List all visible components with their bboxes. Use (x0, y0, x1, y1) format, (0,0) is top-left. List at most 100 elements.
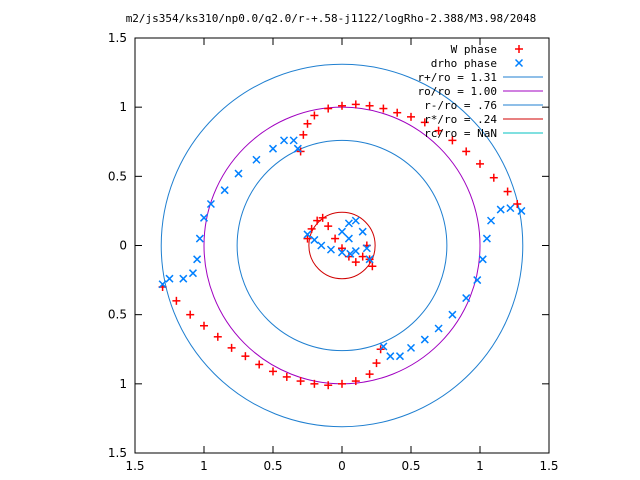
drho-phase-point (448, 310, 457, 319)
w-phase-point (365, 370, 374, 379)
drho-phase-point (462, 294, 471, 303)
drho-phase-point (406, 343, 416, 352)
drho-phase-point (386, 352, 395, 361)
w-phase-point (310, 379, 319, 388)
drho-phase-point (346, 249, 355, 258)
drho-phase-point (337, 227, 347, 236)
drho-phase-point (326, 245, 335, 254)
x-tick-label: 1.5 (125, 459, 144, 473)
w-phase-point (241, 352, 250, 361)
data-markers (158, 100, 526, 390)
w-phase-point (393, 108, 402, 117)
drho-phase-point (303, 230, 312, 239)
drho-phase-point (293, 144, 302, 153)
drho-phase-point (179, 274, 188, 283)
w-phase-point (407, 112, 415, 121)
w-phase-point (296, 377, 305, 386)
w-phase-point (462, 147, 471, 156)
w-phase-point (489, 173, 498, 182)
legend-label: rc/ro = NaN (424, 127, 497, 140)
w-phase-point (303, 234, 312, 243)
w-phase-point (372, 359, 381, 368)
chart-title: m2/js354/ks310/np0.0/q2.0/r-+.58-j1122/l… (126, 12, 537, 25)
drho-phase-point (165, 274, 174, 283)
drho-phase-point (506, 204, 515, 213)
legend-swatch (514, 58, 524, 68)
w-phase-point (368, 262, 377, 271)
w-phase-point (344, 252, 353, 261)
y-tick-label: 1.5 (108, 31, 127, 45)
circle-r-ro-24 (308, 211, 376, 280)
w-phase-point (310, 111, 319, 120)
w-phase-point (324, 222, 333, 231)
drho-phase-point (517, 206, 526, 215)
circle-r-ro-76 (236, 139, 448, 352)
w-phase-point (324, 104, 333, 113)
w-phase-point (255, 360, 264, 369)
w-phase-point (513, 200, 522, 208)
drho-phase-point (344, 234, 353, 243)
w-phase-point (434, 126, 443, 135)
w-phase-point (448, 136, 457, 145)
w-phase-point (324, 381, 333, 390)
w-phase-point (351, 377, 360, 386)
drho-phase-point (362, 244, 371, 253)
drho-phase-point (188, 269, 197, 278)
y-tick-label: 0 (119, 239, 127, 253)
y-tick-label: 0.5 (108, 308, 127, 322)
y-tick-label: 1.5 (108, 446, 127, 460)
drho-phase-point (365, 255, 374, 264)
drho-phase-point (351, 247, 360, 256)
drho-phase-point (268, 144, 278, 153)
w-phase-point (331, 234, 340, 243)
x-tick-label: 1.5 (539, 459, 558, 473)
w-phase-point (307, 224, 316, 233)
legend-label: drho phase (431, 57, 497, 70)
axis-ticks: 1.5 1 0.5 0 0.5 1 1.51.510.500.511.5 (108, 31, 559, 473)
drho-phase-point (358, 227, 367, 236)
w-phase-point (200, 321, 208, 330)
w-phase-point (351, 258, 360, 267)
drho-phase-point (206, 199, 215, 209)
w-phase-point (338, 379, 346, 388)
x-tick-label: 1 (476, 459, 484, 473)
drho-phase-point (482, 234, 491, 243)
drho-phase-point (310, 235, 319, 244)
w-phase-point (318, 213, 327, 222)
x-tick-label: 0.5 (263, 459, 282, 473)
w-phase-point (476, 159, 484, 168)
drho-phase-point (487, 216, 496, 225)
x-tick-label: 1 (200, 459, 208, 473)
legend-label: r+/ro = 1.31 (418, 71, 497, 84)
x-tick-label: 0 (338, 459, 346, 473)
w-phase-point (351, 100, 360, 109)
w-phase-point (269, 367, 277, 376)
w-phase-point (338, 101, 346, 110)
drho-phase-point (434, 324, 443, 333)
legend-label: W phase (451, 43, 497, 56)
drho-phase-point (420, 335, 429, 344)
drho-phase-point (193, 255, 202, 264)
w-phase-point (227, 343, 236, 352)
drho-phase-point (220, 186, 229, 195)
drho-phase-point (351, 216, 360, 225)
y-tick-label: 1 (119, 100, 127, 114)
drho-phase-point (252, 155, 261, 164)
drho-phase-point (317, 241, 326, 250)
w-phase-point (379, 104, 388, 113)
w-phase-point (282, 372, 291, 381)
x-tick-label: 0.5 (401, 459, 420, 473)
drho-phase-point (496, 205, 505, 214)
drho-phase-point (395, 352, 404, 361)
drho-phase-point (478, 255, 487, 264)
drho-phase-point (337, 248, 347, 257)
drho-phase-point (234, 169, 243, 178)
circle-r-ro-1-31 (160, 63, 524, 428)
w-phase-point (420, 118, 429, 127)
legend-label: r*/ro = .24 (424, 113, 497, 126)
legend-label: ro/ro = 1.00 (418, 85, 497, 98)
w-phase-point (365, 101, 374, 110)
w-phase-point (299, 130, 308, 139)
